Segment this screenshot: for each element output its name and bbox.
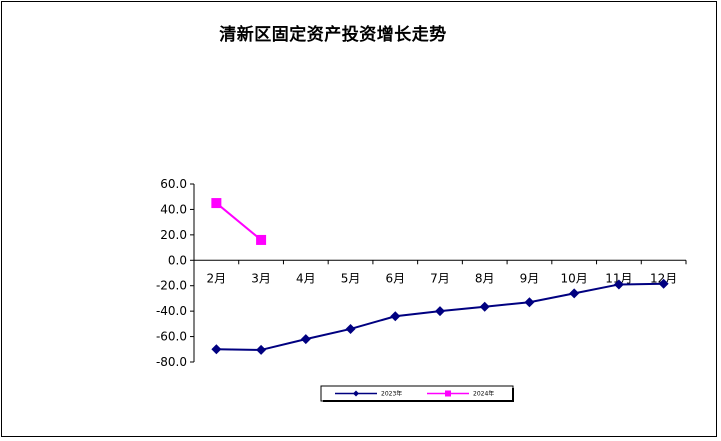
x-tick-label: 7月	[430, 271, 450, 285]
data-point	[524, 297, 535, 308]
data-point	[211, 344, 222, 355]
legend: 2023年 2024年	[320, 385, 514, 402]
data-point	[613, 279, 624, 290]
x-tick-label: 10月	[561, 271, 588, 285]
legend-marker	[445, 390, 451, 397]
y-tick-label: 40.0	[160, 202, 187, 216]
y-tick-label: 60.0	[160, 177, 187, 191]
legend-label: 2023年	[381, 390, 402, 398]
series-line-2	[215, 202, 262, 241]
x-tick-label: 2月	[207, 271, 227, 285]
series-line-1	[216, 282, 664, 351]
y-tick-label: -20.0	[156, 279, 187, 293]
legend-marker	[353, 390, 359, 397]
x-tick-label: 3月	[251, 271, 271, 285]
x-tick-label: 5月	[341, 271, 361, 285]
y-tick-label: -60.0	[156, 330, 187, 344]
data-point	[211, 198, 222, 209]
y-tick-label: -40.0	[156, 304, 187, 318]
data-point	[479, 301, 490, 312]
data-point	[256, 234, 267, 245]
y-tick-label: -80.0	[156, 355, 187, 369]
x-tick-label: 12月	[650, 271, 677, 285]
data-point	[658, 278, 669, 289]
data-point	[345, 323, 356, 334]
series-layer	[211, 198, 669, 355]
data-point	[300, 334, 311, 345]
x-tick-label: 11月	[605, 271, 632, 285]
y-tick-label: 0.0	[168, 253, 187, 267]
data-point	[569, 288, 580, 299]
x-tick-label: 6月	[385, 271, 405, 285]
y-axis: 60.0 40.0 20.0 0.0 -20.0 -40.0 -60.0 -80.0	[156, 177, 195, 369]
data-point	[390, 311, 401, 322]
chart-title: 清新区固定资产投资增长走势	[219, 25, 447, 45]
y-tick-label: 20.0	[160, 228, 187, 242]
x-tick-label: 9月	[520, 271, 540, 285]
data-point	[435, 306, 445, 317]
data-point	[256, 344, 267, 355]
legend-label: 2024年	[473, 390, 494, 398]
x-axis: 2月 3月 4月 5月 6月 7月 8月 9月 10月 11月 12月	[193, 259, 687, 285]
x-tick-label: 4月	[296, 271, 316, 285]
x-tick-label: 8月	[475, 271, 495, 285]
